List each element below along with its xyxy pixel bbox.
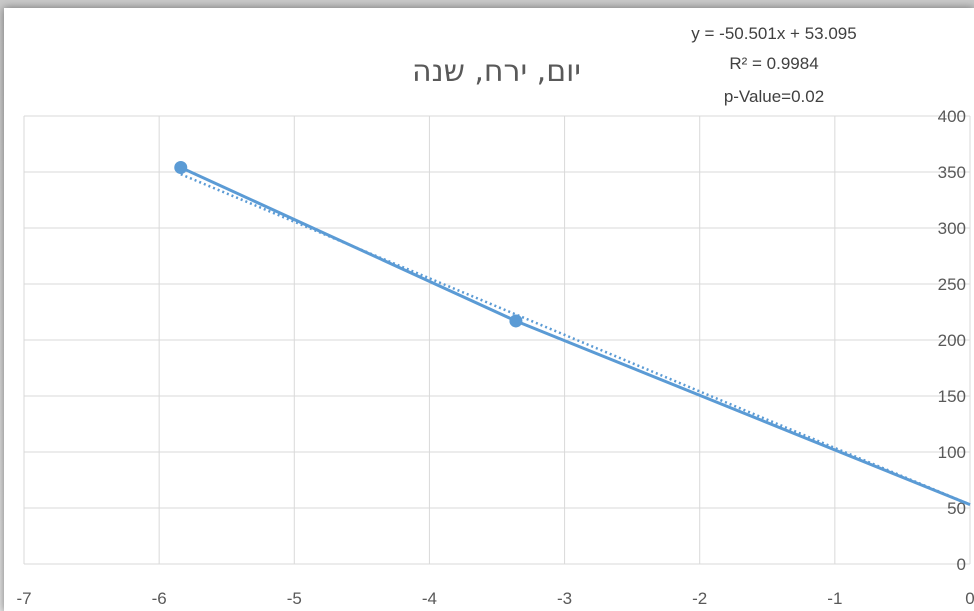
trendline-p-value: p-Value=0.02 [723,87,825,106]
y-tick-label-3: 150 [938,387,966,406]
y-tick-label-1: 50 [947,499,966,518]
y-tick-label-8: 400 [938,107,966,126]
y-tick-label-6: 300 [938,219,966,238]
chart-title: יום, ירח, שנה [411,54,582,89]
chart-area: 0 50 100 150 200 250 300 350 400 -7 -6 -5 -4 -3 -2 -1 0 … [4,8,974,611]
chart-plot: 0 50 100 150 200 250 300 350 400 -7 -6 -5 -4 -3 -2 -1 0 [16,107,974,608]
data-point-1 [509,314,523,328]
x-tick-label-3: -4 [422,589,437,608]
x-tick-label-0: -7 [16,589,31,608]
y-tick-label-5: 250 [938,275,966,294]
trendline [180,173,971,506]
y-tick-label-0: 0 [957,555,966,574]
x-tick-label-5: -2 [692,589,707,608]
x-tick-label-7: 0 [965,589,974,608]
trendline-equation: y = -50.501x + 53.095 [691,24,857,43]
trendline-r-squared: R² = 0.9984 [729,54,819,73]
x-tick-label-6: -1 [827,589,842,608]
x-tick-label-2: -5 [287,589,302,608]
y-tick-label-4: 200 [938,331,966,350]
y-tick-label-7: 350 [938,163,966,182]
x-tick-label-4: -3 [557,589,572,608]
data-point-0 [174,161,188,175]
y-tick-label-2: 100 [938,443,966,462]
x-tick-label-1: -6 [152,589,167,608]
